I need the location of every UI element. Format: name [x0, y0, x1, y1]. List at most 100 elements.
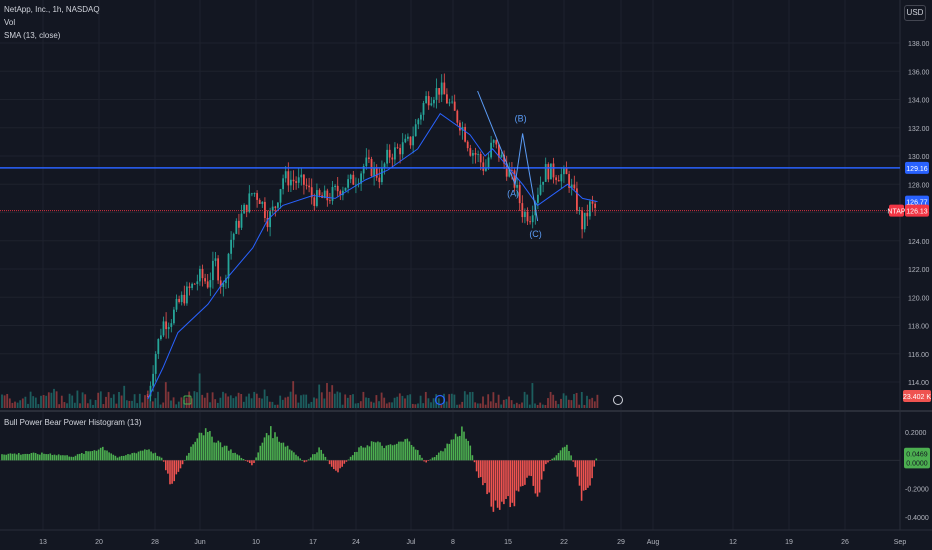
histogram-bar: [18, 453, 20, 461]
histogram-bar: [228, 450, 230, 461]
histogram-bar: [177, 460, 180, 472]
histogram-bar: [129, 454, 131, 461]
volume-bar: [6, 393, 9, 408]
histogram-bar: [314, 454, 316, 461]
histogram-bar: [213, 442, 215, 461]
histogram-bar: [446, 443, 448, 461]
histogram-bar: [589, 460, 591, 486]
histogram-bar: [51, 454, 54, 461]
volume-bar: [414, 404, 417, 408]
candle-body: [466, 141, 469, 149]
histogram-bar: [482, 460, 484, 486]
histogram-bar: [280, 442, 283, 461]
volume-bar: [292, 381, 295, 408]
volume-bar: [167, 391, 170, 408]
histogram-bar: [204, 428, 207, 461]
volume-bar: [289, 391, 292, 408]
volume-bar: [32, 396, 35, 408]
candle-body: [214, 258, 217, 261]
histogram-bar: [309, 457, 312, 461]
volume-bar: [14, 401, 16, 408]
histogram-bar: [557, 452, 560, 461]
currency-button[interactable]: USD: [904, 5, 926, 21]
volume-bar: [94, 400, 97, 408]
candle-body: [290, 179, 292, 186]
price-tick-label: 130.00: [908, 154, 930, 161]
volume-bar: [578, 404, 581, 408]
volume-bar: [248, 393, 250, 408]
chart-icons[interactable]: [183, 394, 623, 406]
volume-bar: [380, 392, 383, 408]
symbol-badge: NTAP: [887, 209, 905, 216]
volume-bar: [567, 399, 570, 408]
histogram-bar: [574, 460, 577, 468]
volume-bar: [24, 396, 27, 408]
candle-body: [560, 174, 563, 182]
volume-bar: [105, 396, 107, 408]
split-icon[interactable]: [183, 395, 192, 405]
histogram-bar: [49, 453, 52, 461]
wave-abc-line[interactable]: [477, 90, 539, 222]
candle-body: [555, 177, 558, 181]
volume-bar: [89, 399, 92, 408]
histogram-bar: [412, 446, 415, 461]
volume-bar: [86, 403, 89, 408]
candle-body: [217, 258, 220, 281]
volume-bar: [580, 391, 583, 408]
histogram-bar: [528, 460, 530, 476]
volume-bar: [328, 391, 331, 408]
candle-body: [412, 136, 415, 146]
histogram-bar: [265, 433, 268, 461]
volume-bar: [471, 391, 474, 408]
volume-bar: [222, 391, 224, 408]
histogram-bar: [188, 452, 190, 461]
volume-bar: [29, 391, 32, 408]
candle-body: [232, 233, 235, 240]
volume-bar: [209, 402, 211, 408]
volume-bar: [245, 396, 248, 408]
histogram-bar: [278, 441, 280, 461]
candle-body: [482, 162, 485, 171]
volume-bar: [372, 402, 375, 408]
volume-bar: [409, 394, 412, 408]
time-tick-label: 8: [451, 539, 455, 546]
candle-body: [284, 171, 287, 179]
volume-bar: [417, 403, 419, 408]
candle-body: [292, 179, 295, 182]
candle-body: [188, 286, 191, 288]
time-tick-label: 12: [729, 539, 737, 546]
histogram-bar: [433, 457, 436, 461]
candle-body: [243, 204, 246, 214]
volume-bar: [333, 393, 336, 408]
histogram-bar: [5, 454, 7, 461]
volume-bar: [193, 391, 196, 408]
histogram-bar: [580, 460, 583, 501]
candle-body: [165, 321, 168, 330]
histogram-bar: [57, 454, 60, 461]
histogram-bar: [408, 441, 411, 461]
histogram-bar: [261, 442, 264, 461]
histogram-bar: [123, 455, 125, 461]
histogram-bar: [165, 460, 167, 471]
dividend-icon[interactable]: [434, 394, 446, 406]
volume-bar: [99, 391, 102, 408]
volume-bar: [107, 392, 110, 408]
candle-body: [516, 184, 519, 188]
histogram-bar: [330, 460, 333, 467]
wave-label: (C): [529, 229, 542, 239]
histogram-bar: [207, 431, 209, 461]
volume-bar: [8, 398, 11, 408]
volume-bar: [586, 395, 588, 408]
candle-body: [253, 193, 256, 194]
histogram-bar: [555, 455, 558, 461]
candle-body: [438, 88, 441, 95]
volume-bar: [76, 390, 79, 408]
volume-bar: [224, 393, 227, 408]
volume-bar: [250, 398, 253, 408]
volume-bar: [326, 383, 328, 408]
earnings-icon[interactable]: [613, 395, 623, 405]
candle-body: [456, 110, 459, 123]
candle-body: [227, 253, 230, 279]
volume-bar: [115, 403, 118, 408]
